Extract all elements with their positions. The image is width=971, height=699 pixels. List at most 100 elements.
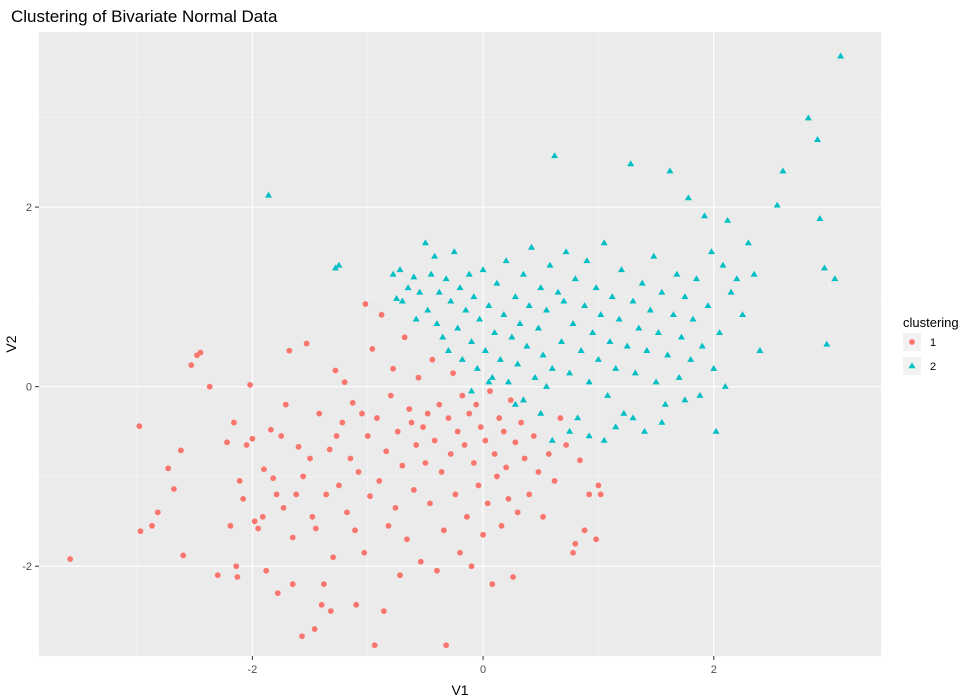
cluster-1-point bbox=[311, 626, 318, 632]
cluster-2-point bbox=[462, 306, 470, 313]
cluster-2-point bbox=[600, 239, 608, 246]
cluster-1-point bbox=[267, 426, 274, 433]
cluster-1-point bbox=[475, 482, 482, 489]
cluster-1-point bbox=[443, 642, 450, 649]
cluster-2-point bbox=[439, 333, 447, 340]
cluster-1-point bbox=[180, 552, 187, 559]
plot-panel bbox=[39, 32, 881, 656]
cluster-1-point bbox=[240, 495, 247, 502]
cluster-2-point bbox=[551, 152, 559, 159]
cluster-1-point bbox=[371, 642, 378, 649]
cluster-1-point bbox=[270, 475, 277, 482]
cluster-1-point bbox=[459, 392, 466, 399]
cluster-1-point bbox=[309, 513, 316, 520]
x-tick-label: -2 bbox=[247, 664, 257, 676]
cluster-2-point bbox=[508, 333, 516, 340]
cluster-2-point bbox=[511, 400, 519, 407]
cluster-1-point bbox=[500, 428, 507, 435]
cluster-2-point bbox=[710, 365, 718, 371]
cluster-1-point bbox=[427, 500, 433, 507]
cluster-2-point bbox=[606, 338, 614, 344]
cluster-1-point bbox=[376, 478, 383, 484]
cluster-1-point bbox=[289, 581, 296, 588]
cluster-2-point bbox=[393, 294, 401, 301]
cluster-2-point bbox=[604, 391, 612, 398]
y-axis-title: V2 bbox=[3, 335, 19, 352]
cluster-1-point bbox=[452, 491, 459, 498]
cluster-1-point bbox=[303, 340, 310, 347]
cluster-1-point bbox=[387, 392, 394, 399]
cluster-1-point bbox=[231, 419, 237, 426]
x-tick-label: 0 bbox=[480, 664, 486, 676]
cluster-1-point bbox=[406, 406, 413, 412]
cluster-1-point bbox=[494, 473, 500, 480]
cluster-1-point bbox=[408, 419, 415, 426]
cluster-2-point bbox=[608, 293, 616, 300]
cluster-2-point bbox=[465, 270, 473, 277]
cluster-1-point bbox=[299, 633, 305, 640]
cluster-2-point bbox=[615, 315, 623, 322]
cluster-2-point bbox=[666, 167, 674, 174]
cluster-1-point bbox=[293, 491, 300, 498]
cluster-1-point bbox=[286, 347, 293, 354]
cluster-1-point bbox=[312, 525, 319, 532]
cluster-2-point bbox=[458, 356, 466, 362]
cluster-1-point bbox=[464, 513, 470, 520]
x-tick-label: 2 bbox=[711, 664, 717, 676]
cluster-2-point bbox=[677, 333, 685, 340]
cluster-2-point bbox=[485, 302, 493, 309]
cluster-1-point bbox=[390, 365, 397, 372]
cluster-1-point bbox=[243, 442, 250, 448]
cluster-2-point bbox=[468, 387, 476, 394]
cluster-1-point bbox=[359, 410, 365, 417]
cluster-1-point bbox=[489, 581, 496, 588]
cluster-1-point bbox=[300, 473, 307, 480]
cluster-2-point bbox=[488, 373, 496, 380]
cluster-2-point bbox=[554, 288, 562, 295]
cluster-2-point bbox=[548, 365, 556, 371]
cluster-2-point bbox=[427, 270, 435, 277]
cluster-2-point bbox=[733, 275, 741, 282]
cluster-1-point bbox=[261, 466, 267, 473]
cluster-1-point bbox=[512, 439, 519, 446]
y-tick-label: 0 bbox=[26, 382, 32, 394]
cluster-1-point bbox=[154, 509, 161, 516]
cluster-1-point bbox=[572, 540, 579, 547]
cluster-2-point bbox=[534, 324, 542, 331]
cluster-2-point bbox=[704, 302, 712, 309]
cluster-1-point bbox=[149, 522, 155, 529]
cluster-1-point bbox=[510, 574, 516, 580]
cluster-2-point bbox=[424, 306, 432, 313]
legend-title: clustering bbox=[903, 315, 959, 330]
cluster-1-point bbox=[473, 401, 480, 408]
cluster-2-point bbox=[546, 261, 554, 268]
cluster-2-point bbox=[661, 400, 669, 407]
cluster-1-point bbox=[367, 493, 373, 500]
cluster-2-point bbox=[519, 396, 527, 403]
cluster-2-point bbox=[511, 293, 519, 300]
cluster-1-point bbox=[422, 460, 429, 466]
cluster-2-point bbox=[562, 248, 570, 255]
cluster-1-point bbox=[316, 410, 323, 417]
cluster-2-point bbox=[569, 320, 577, 327]
cluster-2-point bbox=[664, 351, 672, 358]
cluster-1-point bbox=[339, 419, 346, 426]
cluster-1-point bbox=[278, 433, 285, 439]
cluster-1-point bbox=[487, 388, 493, 395]
cluster-2-point bbox=[773, 201, 781, 208]
cluster-2-point bbox=[727, 288, 735, 295]
cluster-2-point bbox=[447, 297, 455, 304]
cluster-1-point bbox=[440, 527, 447, 534]
cluster-2-point bbox=[698, 342, 706, 349]
cluster-2-point bbox=[681, 293, 689, 300]
legend: clustering 1 2 bbox=[903, 315, 959, 375]
cluster-1-point bbox=[563, 442, 570, 448]
cluster-1-point bbox=[551, 478, 558, 484]
cluster-1-point bbox=[521, 455, 528, 462]
cluster-2-point bbox=[629, 414, 637, 421]
cluster-1-point bbox=[289, 534, 296, 541]
cluster-2-point bbox=[654, 329, 662, 335]
cluster-2-point bbox=[331, 264, 339, 271]
cluster-1-point bbox=[482, 437, 489, 444]
